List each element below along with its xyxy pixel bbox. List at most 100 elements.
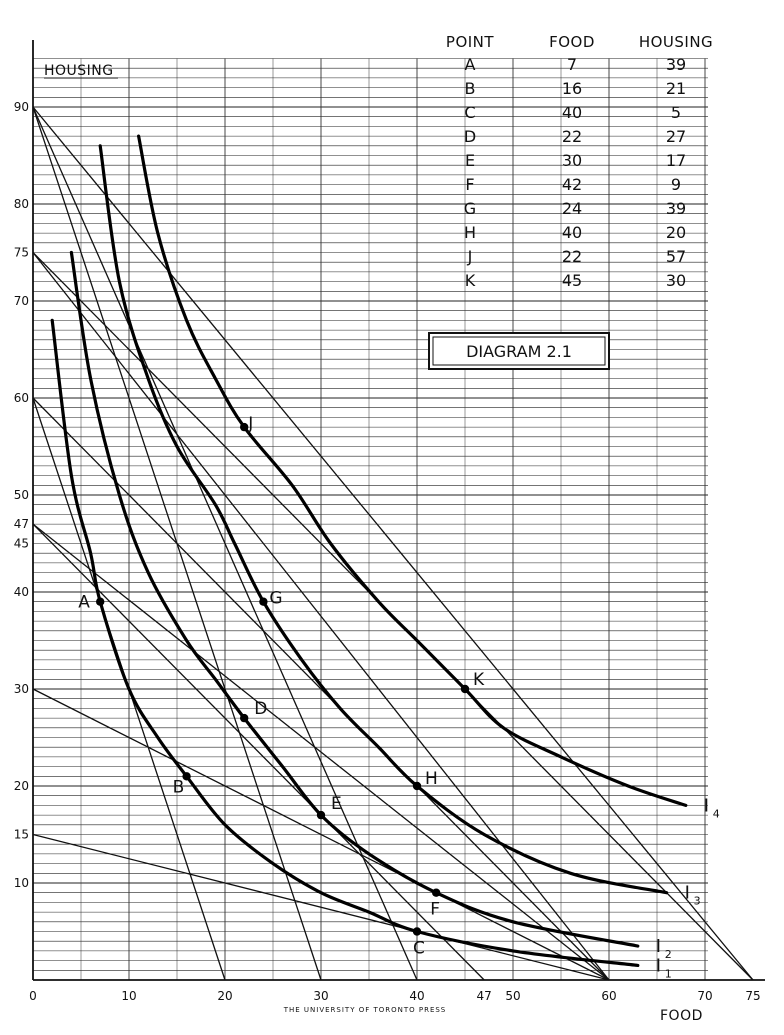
budget-line	[32, 833, 610, 981]
table-cell: J	[467, 247, 473, 266]
grid-lines	[32, 58, 708, 981]
indifference-curve-3	[98, 144, 669, 895]
y-tick-label: 40	[14, 585, 29, 599]
table-cell: K	[465, 271, 476, 290]
indifference-curve-1	[50, 318, 640, 968]
y-tick-label: 75	[14, 246, 29, 260]
point-d	[240, 713, 249, 723]
table-header: FOOD	[549, 33, 595, 51]
y-tick-label: 47	[14, 517, 29, 531]
curve-label-sub: 2	[665, 948, 672, 961]
x-tick-label: 60	[601, 989, 616, 1003]
curve-label: I	[656, 955, 661, 976]
table-cell: 22	[562, 127, 582, 146]
point-g	[259, 597, 268, 606]
y-tick-label: 10	[14, 876, 29, 890]
x-axis-title: FOOD	[660, 1008, 703, 1024]
point-a	[96, 597, 105, 606]
budget-line	[32, 688, 610, 981]
point-b	[182, 772, 191, 781]
y-tick-label: 30	[14, 682, 29, 696]
y-tick-label: 45	[14, 537, 29, 551]
curve-label: I	[704, 795, 709, 816]
table-cell: 45	[562, 271, 582, 290]
axes	[32, 40, 765, 981]
budget-line	[32, 252, 610, 981]
curve-label: I	[685, 883, 690, 904]
table-cell: 40	[562, 223, 582, 242]
curve-label-sub: 3	[694, 895, 701, 908]
table-cell: 42	[562, 175, 582, 194]
table-cell: 30	[666, 271, 686, 290]
point-j	[240, 422, 249, 432]
y-tick-label: 80	[14, 197, 29, 211]
point-label: K	[473, 670, 485, 690]
table-cell: 9	[671, 175, 681, 194]
table-cell: H	[464, 223, 476, 242]
diagram-title-box: DIAGRAM 2.1	[428, 332, 610, 370]
x-tick-label: 75	[745, 989, 760, 1003]
budget-line	[32, 397, 610, 981]
x-tick-label: 47	[477, 989, 492, 1003]
point-f	[432, 888, 441, 897]
indifference-curves: I 1I 2I 3I 4	[50, 134, 720, 980]
indifference-curve-4	[137, 134, 688, 807]
point-label: G	[269, 589, 282, 609]
table-cell: 21	[666, 79, 686, 98]
point-e	[316, 810, 326, 820]
curve-label-sub: 4	[713, 807, 720, 820]
table-cell: A	[465, 55, 476, 74]
point-label: B	[173, 777, 185, 797]
point-k	[460, 684, 470, 694]
table-cell: 7	[567, 55, 577, 74]
y-tick-label: 70	[14, 294, 29, 308]
budget-line	[32, 106, 418, 981]
table-cell: D	[464, 127, 476, 146]
data-points: A B C D E F G H J K	[78, 414, 485, 958]
table-cell: 16	[562, 79, 582, 98]
table-cell: 5	[671, 103, 681, 122]
table-header: POINT	[446, 33, 494, 51]
y-tick-label: 90	[14, 100, 29, 114]
table-header: HOUSING	[639, 33, 713, 51]
table-cell: 22	[562, 247, 582, 266]
y-axis-title: HOUSING	[44, 63, 114, 79]
diagram-title: DIAGRAM 2.1	[466, 342, 572, 361]
table-cell: G	[464, 199, 476, 218]
table-cell: 40	[562, 103, 582, 122]
publisher-footer: THE UNIVERSITY OF TORONTO PRESS	[283, 1006, 447, 1014]
x-tick-label: 50	[505, 989, 520, 1003]
table-cell: E	[465, 151, 475, 170]
table-cell: B	[465, 79, 476, 98]
x-tick-label: 20	[217, 989, 232, 1003]
x-tick-label: 0	[29, 989, 37, 1003]
budget-line	[32, 523, 610, 981]
budget-line	[32, 523, 485, 981]
table-cell: 39	[666, 55, 686, 74]
x-tick-label: 10	[121, 989, 136, 1003]
points-table: POINT FOOD HOUSING A 7 39 B 16 21 C 40 5 D 22 27 E 30 17 F…	[446, 33, 713, 290]
table-cell: 57	[666, 247, 686, 266]
point-label: D	[254, 699, 267, 719]
y-tick-label: 50	[14, 488, 29, 502]
point-label: J	[247, 414, 253, 434]
table-cell: 30	[562, 151, 582, 170]
table-cell: F	[465, 175, 474, 194]
y-tick-label: 60	[14, 391, 29, 405]
point-label: C	[413, 939, 425, 959]
curve-label-sub: 1	[665, 967, 672, 980]
point-label: A	[78, 593, 90, 613]
table-cell: 17	[666, 151, 686, 170]
point-label: H	[425, 769, 438, 789]
curve-label: I	[656, 936, 661, 957]
y-tick-label: 20	[14, 779, 29, 793]
x-tick-label: 70	[697, 989, 712, 1003]
point-h	[412, 781, 422, 791]
table-cell: 20	[666, 223, 686, 242]
x-tick-label: 40	[409, 989, 424, 1003]
point-label: F	[430, 900, 440, 920]
table-cell: 39	[666, 199, 686, 218]
y-tick-label: 15	[14, 828, 29, 842]
table-cell: 27	[666, 127, 686, 146]
